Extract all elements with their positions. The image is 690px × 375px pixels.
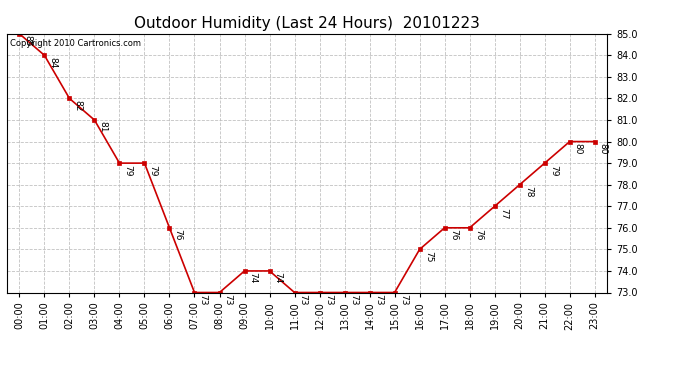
Text: 73: 73 xyxy=(374,294,383,305)
Text: 79: 79 xyxy=(124,165,132,176)
Text: 81: 81 xyxy=(99,122,108,133)
Text: 79: 79 xyxy=(148,165,157,176)
Text: 76: 76 xyxy=(448,229,457,241)
Text: 82: 82 xyxy=(74,100,83,111)
Text: 84: 84 xyxy=(48,57,57,68)
Text: 80: 80 xyxy=(574,143,583,154)
Text: 74: 74 xyxy=(248,272,257,284)
Title: Outdoor Humidity (Last 24 Hours)  20101223: Outdoor Humidity (Last 24 Hours) 2010122… xyxy=(134,16,480,31)
Text: 75: 75 xyxy=(424,251,433,262)
Text: 76: 76 xyxy=(474,229,483,241)
Text: 77: 77 xyxy=(499,208,508,219)
Text: Copyright 2010 Cartronics.com: Copyright 2010 Cartronics.com xyxy=(10,39,141,48)
Text: 76: 76 xyxy=(174,229,183,241)
Text: 73: 73 xyxy=(224,294,233,305)
Text: 73: 73 xyxy=(399,294,408,305)
Text: 78: 78 xyxy=(524,186,533,198)
Text: 73: 73 xyxy=(348,294,357,305)
Text: 74: 74 xyxy=(274,272,283,284)
Text: 80: 80 xyxy=(599,143,608,154)
Text: 73: 73 xyxy=(324,294,333,305)
Text: 85: 85 xyxy=(23,35,32,46)
Text: 79: 79 xyxy=(549,165,558,176)
Text: 73: 73 xyxy=(199,294,208,305)
Text: 73: 73 xyxy=(299,294,308,305)
